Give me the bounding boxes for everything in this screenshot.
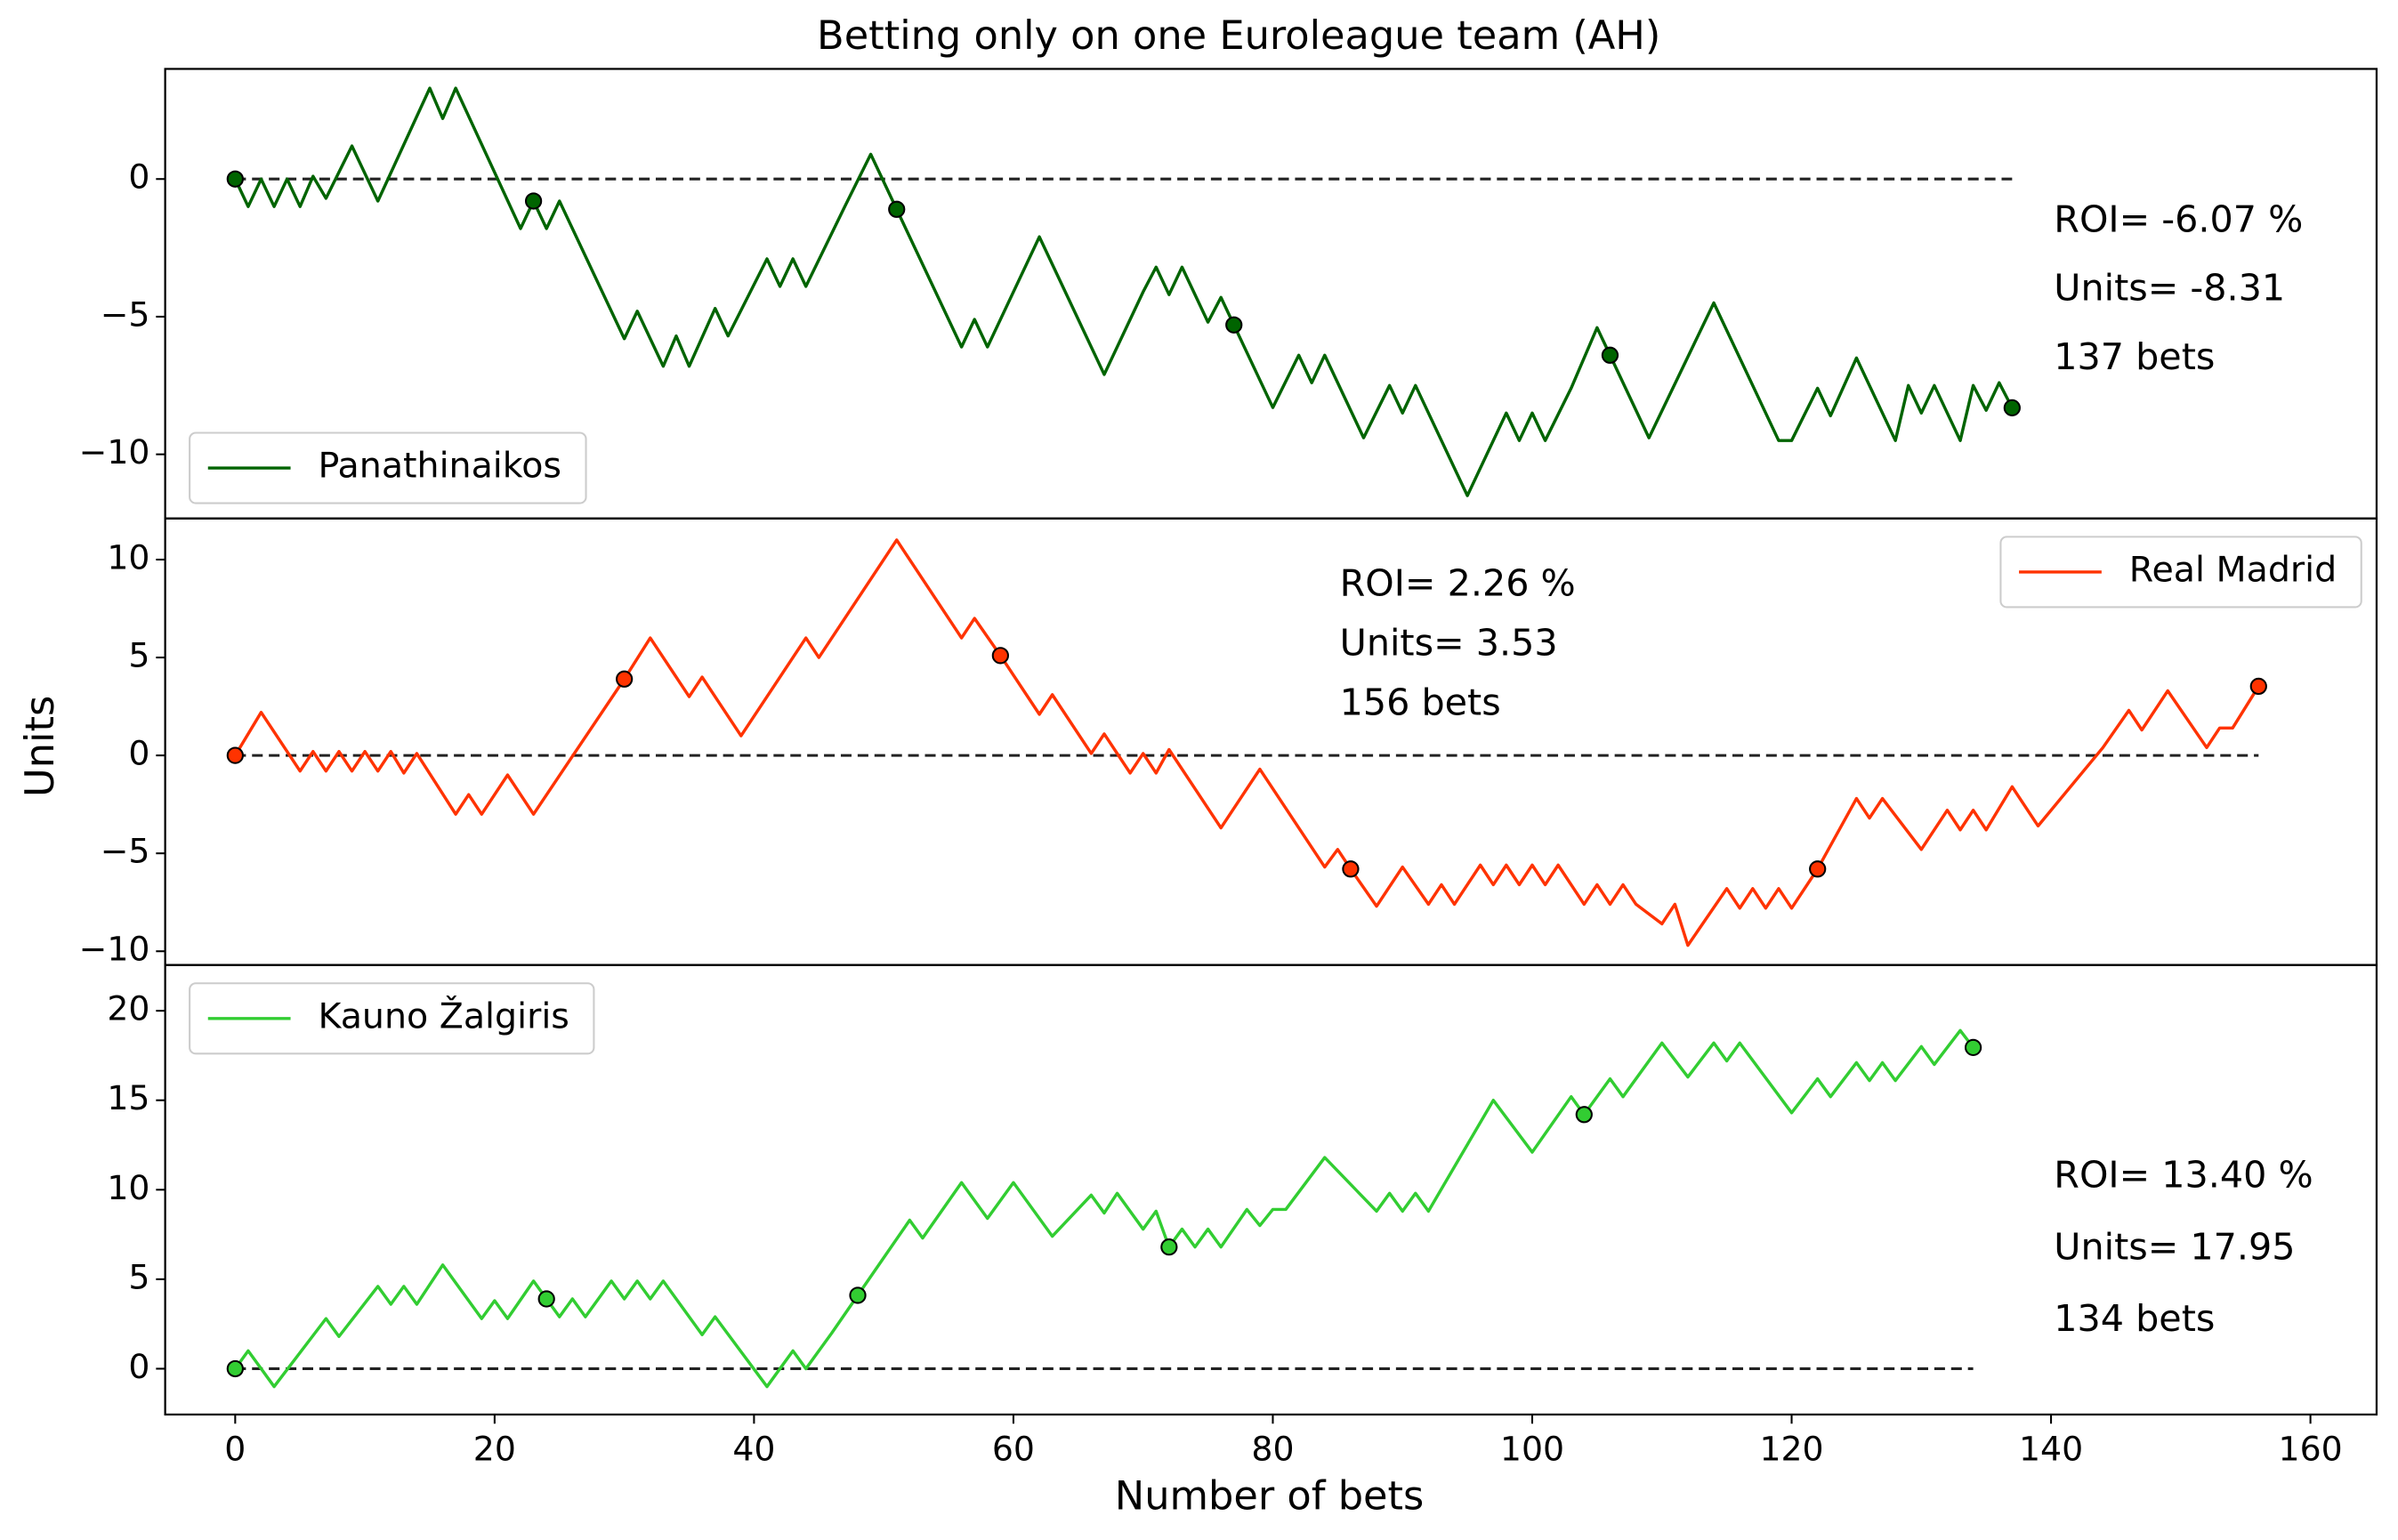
legend: Real Madrid: [1999, 536, 2362, 609]
axes-frame: [164, 964, 2378, 1416]
marker: [226, 170, 244, 188]
chart-title: Betting only on one Euroleague team (AH): [817, 12, 1660, 59]
y-tick-label: 5: [128, 1257, 149, 1296]
y-tick-label: 0: [128, 157, 149, 197]
annotation: 137 bets: [2054, 335, 2215, 378]
series-line: [233, 86, 2014, 497]
x-tick-label: 40: [732, 1430, 775, 1469]
x-tick-label: 160: [2279, 1430, 2343, 1469]
y-tick-label: 10: [107, 1168, 149, 1207]
series-line: [233, 1028, 1974, 1389]
marker: [888, 200, 906, 218]
legend-label: Kauno Žalgiris: [319, 995, 569, 1036]
annotation: Units= 3.53: [1340, 621, 1558, 664]
marker: [991, 647, 1009, 665]
y-tick-label: 5: [128, 636, 149, 675]
marker: [1342, 860, 1360, 878]
y-tick-label: −10: [79, 432, 150, 472]
marker: [2003, 399, 2021, 416]
marker: [616, 670, 634, 688]
annotation: Units= -8.31: [2054, 267, 2285, 310]
x-tick-label: 80: [1251, 1430, 1294, 1469]
annotation: 134 bets: [2054, 1297, 2215, 1340]
y-tick-label: −5: [101, 832, 150, 871]
marker: [226, 1359, 244, 1378]
marker: [1575, 1106, 1593, 1124]
marker: [1160, 1238, 1178, 1256]
x-tick-label: 100: [1500, 1430, 1564, 1469]
y-tick-label: −10: [79, 930, 150, 969]
x-tick-label: 0: [224, 1430, 246, 1469]
legend-box: [189, 431, 587, 504]
x-tick-label: 120: [1759, 1430, 1823, 1469]
x-tick-label: 140: [2019, 1430, 2083, 1469]
legend: Panathinaikos: [189, 431, 587, 504]
series-line: [233, 538, 2260, 947]
marker: [226, 746, 244, 764]
marker: [2249, 677, 2267, 696]
legend-box: [1999, 536, 2362, 609]
legend-label: Panathinaikos: [319, 446, 562, 487]
y-axis-label: Units: [17, 696, 63, 797]
legend-label: Real Madrid: [2129, 549, 2337, 590]
annotation: ROI= -6.07 %: [2054, 198, 2303, 240]
marker: [1964, 1038, 1982, 1057]
legend-box: [189, 982, 595, 1055]
marker: [1601, 346, 1619, 364]
y-tick-label: −5: [101, 294, 150, 334]
y-tick-label: 0: [128, 734, 149, 773]
marker: [1225, 316, 1243, 334]
y-tick-label: 10: [107, 537, 149, 576]
y-tick-label: 0: [128, 1347, 149, 1386]
legend: Kauno Žalgiris: [189, 982, 595, 1055]
x-tick-label: 60: [992, 1430, 1035, 1469]
annotation: ROI= 13.40 %: [2054, 1154, 2313, 1197]
annotation: ROI= 2.26 %: [1340, 561, 1576, 604]
annotation: Units= 17.95: [2054, 1225, 2295, 1268]
y-tick-label: 15: [107, 1078, 149, 1117]
annotation: 156 bets: [1340, 681, 1501, 723]
marker: [1809, 860, 1827, 878]
marker: [537, 1290, 555, 1308]
marker: [849, 1286, 867, 1304]
y-tick-label: 20: [107, 989, 149, 1028]
marker: [524, 192, 543, 210]
x-axis-label: Number of bets: [1115, 1472, 1425, 1519]
x-tick-label: 20: [473, 1430, 516, 1469]
